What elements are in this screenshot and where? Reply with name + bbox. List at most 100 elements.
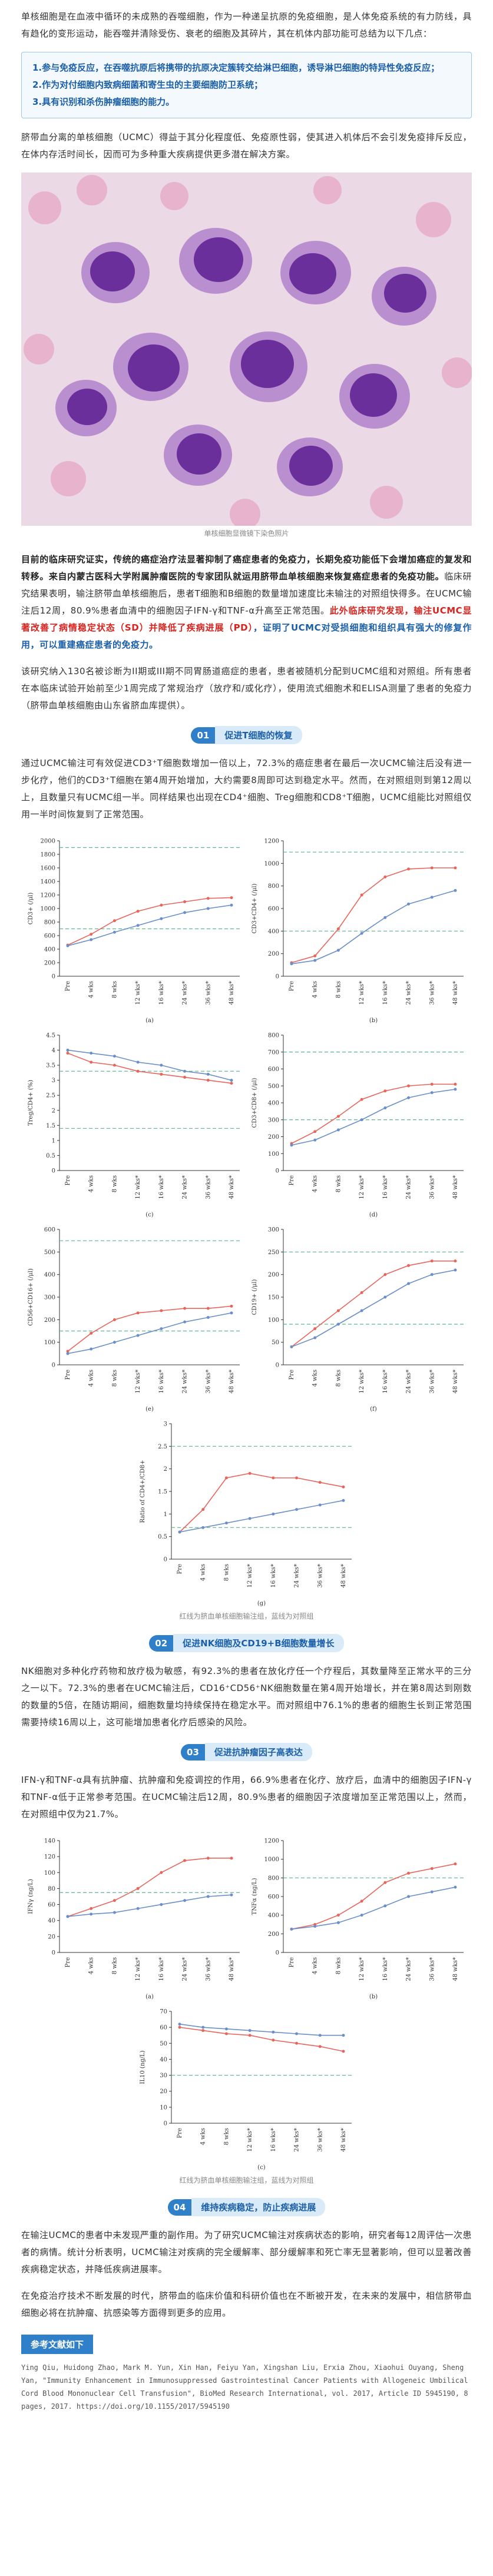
data-point	[113, 930, 116, 934]
data-point	[230, 1304, 233, 1308]
data-point	[454, 1268, 456, 1272]
figure-1: 0 200 400 600 800 1000 1200 1400 1600 1800 2000 Pre…	[21, 833, 472, 1610]
x-tick-label: 8 wks	[335, 1370, 342, 1387]
y-tick-label: 2.5	[158, 1444, 167, 1450]
data-point	[159, 1309, 163, 1312]
y-tick-label: 1200	[264, 838, 279, 845]
data-point	[406, 1084, 410, 1088]
data-point	[313, 1130, 316, 1133]
data-point	[66, 1350, 69, 1353]
outlook: 在免疫治疗技术不断发展的时代，脐带血的临床价值和科研价值也在不断被开发，在未来的…	[21, 2290, 472, 2318]
data-point	[248, 2029, 252, 2033]
y-tick-label: 2	[163, 1466, 167, 1473]
data-point	[318, 2034, 322, 2037]
y-tick-label: 1800	[40, 852, 55, 858]
x-tick-label: 24 wks*	[405, 1175, 412, 1199]
x-tick-label: 36 wks*	[205, 981, 211, 1005]
data-point	[406, 1871, 410, 1875]
data-point	[224, 1476, 228, 1480]
series-line	[178, 1473, 343, 1533]
x-tick-label: 16 wks*	[382, 1957, 388, 1981]
panel-label: (a)	[145, 1994, 154, 2000]
y-tick-label: 200	[267, 1272, 279, 1278]
data-point	[313, 1925, 316, 1928]
x-tick-label: 16 wks*	[158, 981, 164, 1005]
data-point	[159, 1871, 163, 1874]
y-tick-label: 120	[44, 1854, 55, 1861]
data-point	[183, 1069, 186, 1073]
micrograph	[21, 173, 472, 526]
section-badge: 01 促进T细胞的恢复	[21, 726, 472, 744]
data-point	[430, 866, 434, 870]
series-line	[179, 1500, 343, 1533]
data-point	[406, 867, 410, 871]
x-tick-label: 4 wks	[88, 1957, 94, 1974]
panel-label: (e)	[145, 1406, 154, 1413]
y-tick-label: 1.5	[158, 1489, 167, 1496]
data-point	[89, 1347, 92, 1351]
data-point	[113, 1341, 116, 1344]
y-axis-label: CD3+ (/μl)	[28, 893, 34, 925]
panel-label: (b)	[369, 1017, 377, 1024]
x-tick-label: Pre	[65, 981, 71, 992]
data-point	[113, 1063, 116, 1067]
x-tick-label: 12 wks*	[247, 2128, 253, 2152]
data-point	[159, 1903, 163, 1907]
y-tick-label: 600	[44, 933, 55, 940]
y-tick-label: 400	[44, 1272, 55, 1278]
data-point	[206, 1856, 210, 1860]
figure-caption: 红线为脐血单核细胞输注组，蓝线为对照组	[179, 1612, 314, 1620]
figure-2: 0 20 40 60 80 100 120 140 Pre 4 wks 8 wks 12 wks* 16…	[21, 1832, 472, 2174]
y-tick-label: 100	[267, 1151, 279, 1158]
x-tick-label: 24 wks*	[181, 1957, 188, 1981]
data-point	[89, 938, 92, 941]
y-tick-label: 200	[44, 960, 55, 967]
y-tick-label: 400	[267, 929, 279, 935]
y-axis-label: IFNγ (ng/L)	[28, 1879, 34, 1914]
data-point	[454, 1885, 456, 1889]
y-tick-label: 20	[48, 1934, 55, 1940]
data-point	[383, 1904, 386, 1908]
x-tick-label: 12 wks*	[135, 1370, 141, 1394]
y-tick-label: 600	[267, 906, 279, 913]
section-text: NK细胞对多种化疗药物和放疗极为敏感，有92.3%的患者在放化疗任一个疗程后，其…	[21, 1666, 472, 1728]
panel-label: (c)	[145, 1212, 154, 1218]
y-tick-label: 0	[275, 1168, 279, 1175]
data-point	[206, 897, 210, 900]
y-tick-label: 800	[267, 1033, 279, 1039]
x-tick-label: 36 wks*	[317, 2128, 323, 2152]
data-point	[295, 1476, 298, 1480]
x-tick-label: 48 wks*	[452, 1957, 459, 1981]
y-axis-label: CD19+ (/μl)	[252, 1279, 258, 1315]
y-tick-label: 2000	[40, 838, 55, 845]
chart: 0 100 200 300 400 500 600 700 800 Pre 4 wks 8 wks 12…	[252, 1033, 464, 1218]
y-tick-label: 30	[160, 2073, 167, 2079]
y-tick-label: 400	[267, 1912, 279, 1919]
data-point	[313, 959, 316, 962]
data-point	[313, 1327, 316, 1331]
data-point	[178, 1530, 181, 1534]
y-tick-label: 4	[51, 1047, 55, 1054]
x-tick-label: 36 wks*	[205, 1957, 211, 1981]
chart: 0 50 100 150 200 250 300 Pre 4 wks 8 wks 12 wks* 16…	[252, 1227, 464, 1413]
x-tick-label: 16 wks*	[270, 2128, 276, 2152]
series-line	[67, 1858, 231, 1917]
data-point	[230, 1311, 233, 1315]
y-tick-label: 1200	[40, 893, 55, 899]
x-tick-label: 8 wks	[111, 1175, 118, 1192]
y-tick-label: 100	[44, 1870, 55, 1877]
data-point	[89, 933, 92, 936]
y-axis-label: CD3+CD4+ (/μl)	[252, 883, 258, 933]
x-tick-label: 24 wks*	[405, 981, 412, 1005]
data-point	[136, 1311, 140, 1315]
function-item: 3.具有识别和杀伤肿瘤细胞的能力。	[32, 97, 175, 107]
data-point	[159, 1072, 163, 1076]
data-point	[271, 2030, 274, 2034]
data-point	[336, 1914, 340, 1917]
data-point	[336, 1115, 340, 1118]
x-tick-label: 48 wks*	[452, 1370, 459, 1394]
y-tick-label: 1	[163, 1511, 167, 1518]
y-axis-label: CD56+CD16+ (/μl)	[28, 1268, 34, 1326]
series-line	[291, 890, 455, 964]
data-point	[159, 1063, 163, 1067]
